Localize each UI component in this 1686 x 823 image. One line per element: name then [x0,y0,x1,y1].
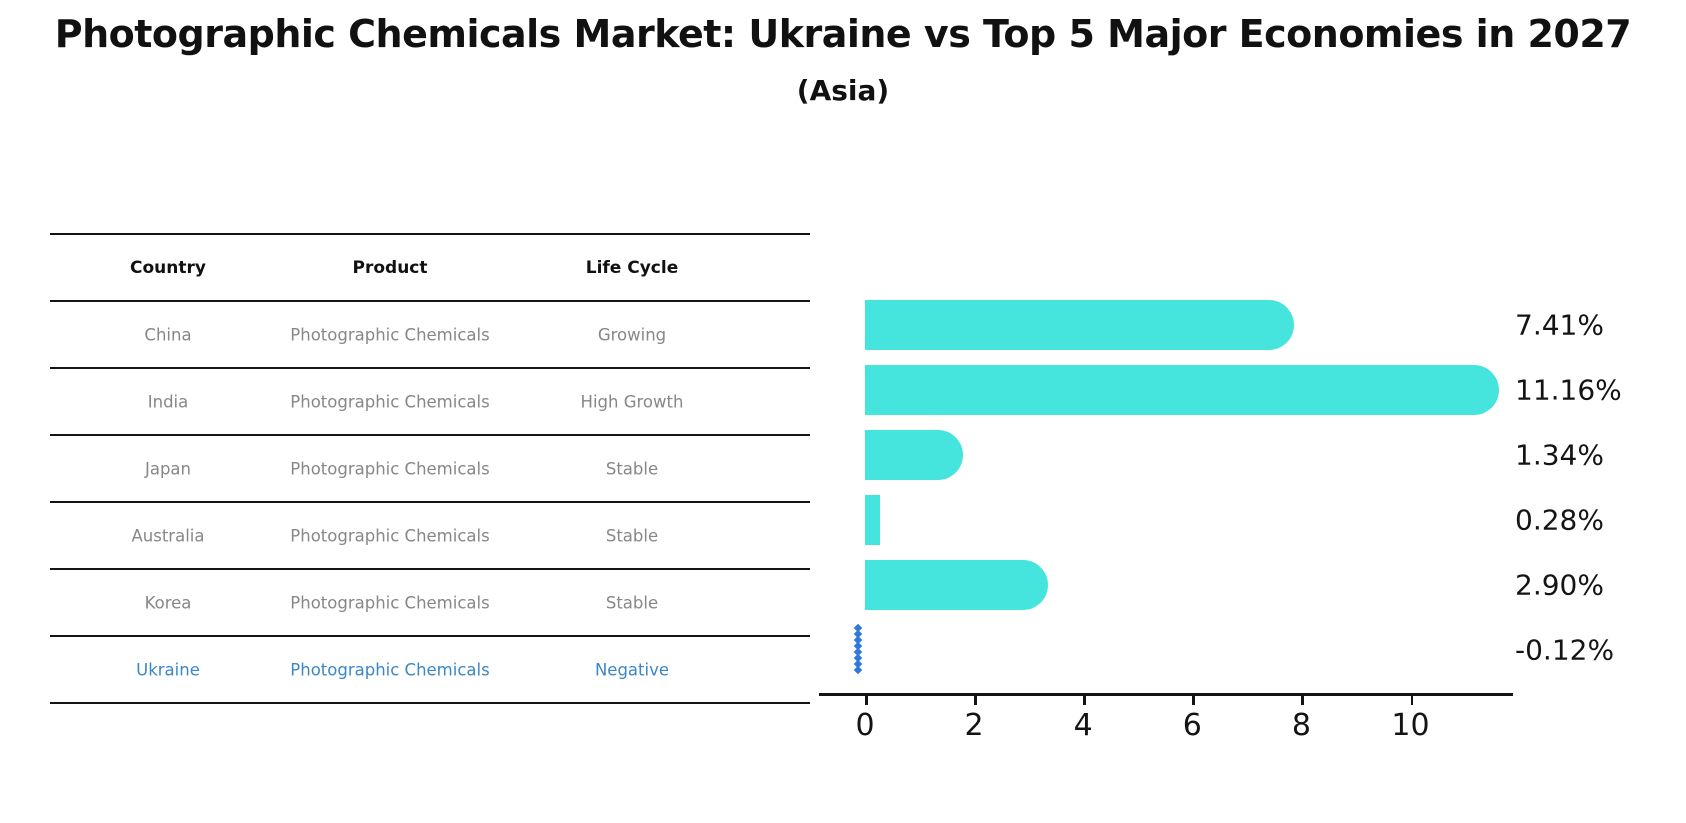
bar-value-label-india: 11.16% [1515,373,1622,407]
x-axis-tick [865,696,868,705]
table-row-ukraine: Ukraine Photographic Chemicals Negative [50,635,810,704]
x-axis-tick-label: 10 [1391,708,1430,743]
x-axis-tick [974,696,977,705]
column-header-product: Product [352,257,428,278]
x-axis [819,693,1513,696]
table-row-india: India Photographic Chemicals High Growth [50,367,810,434]
country-cell: Korea [144,593,192,612]
life-cycle-cell: Stable [605,593,659,612]
x-axis-tick-label: 0 [855,708,875,743]
table-row-korea: Korea Photographic Chemicals Stable [50,568,810,635]
product-cell: Photographic Chemicals [290,459,490,478]
country-cell: China [144,325,192,344]
country-cell: Australia [131,526,205,545]
product-cell: Photographic Chemicals [290,392,490,411]
bar-china [865,300,1295,350]
bar-value-label-china: 7.41% [1515,308,1604,342]
x-axis-tick-label: 2 [964,708,984,743]
x-axis-tick [1192,696,1195,705]
negative-marker-ukraine [853,623,863,675]
table-row-japan: Japan Photographic Chemicals Stable [50,434,810,501]
table-row-australia: Australia Photographic Chemicals Stable [50,501,810,568]
x-axis-tick-label: 4 [1073,708,1093,743]
x-axis-tick-label: 8 [1291,708,1311,743]
bar-value-label-korea: 2.90% [1515,568,1604,602]
country-cell: Japan [144,459,192,478]
bar-value-label-ukraine: -0.12% [1515,633,1615,667]
country-cell: India [147,392,189,411]
life-cycle-cell: Negative [594,660,670,679]
product-cell: Photographic Chemicals [290,526,490,545]
x-axis-tick [1083,696,1086,705]
life-cycle-cell: Growing [597,325,667,344]
bar-korea [865,560,1049,610]
bar-japan [865,430,964,480]
life-cycle-cell: High Growth [580,392,684,411]
life-cycle-cell: Stable [605,526,659,545]
product-cell: Photographic Chemicals [290,660,490,679]
country-cell: Ukraine [136,660,200,679]
x-axis-tick-label: 6 [1182,708,1202,743]
column-header-country: Country [130,257,206,278]
x-axis-tick [1410,696,1413,705]
diamond-icon [854,665,863,675]
bar-australia [865,495,881,545]
page-title: Photographic Chemicals Market: Ukraine v… [54,12,1632,56]
country-product-table: Country Product Life Cycle China Photogr… [50,233,810,704]
table-row-china: China Photographic Chemicals Growing [50,300,810,367]
column-header-life-cycle: Life Cycle [585,257,679,278]
table-header-row: Country Product Life Cycle [50,233,810,300]
product-cell: Photographic Chemicals [290,325,490,344]
page-subtitle: (Asia) [796,74,890,107]
life-cycle-cell: Stable [605,459,659,478]
product-cell: Photographic Chemicals [290,593,490,612]
bar-value-label-japan: 1.34% [1515,438,1604,472]
bar-india [865,365,1499,415]
x-axis-tick [1301,696,1304,705]
bar-value-label-australia: 0.28% [1515,503,1604,537]
